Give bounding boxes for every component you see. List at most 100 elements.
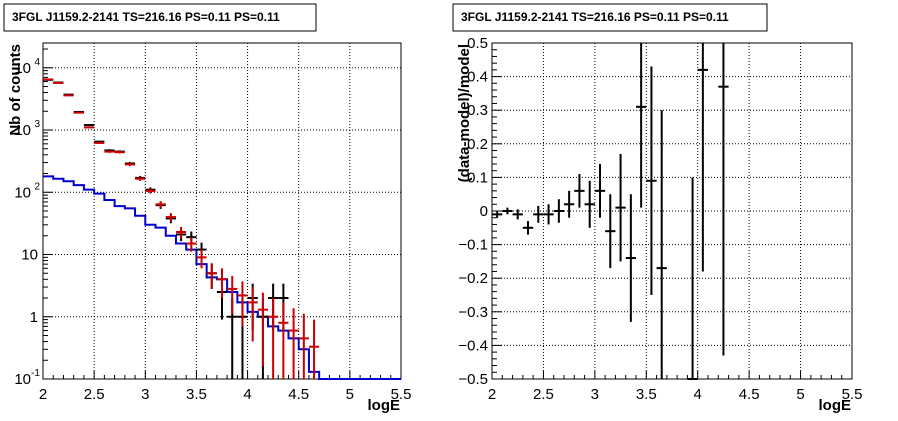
- counts-y-tick-label: 10: [14, 122, 31, 139]
- residual-point: [533, 205, 544, 223]
- residual-point: [656, 110, 667, 379]
- counts-model-point: [43, 78, 54, 81]
- counts-y-tick-exponent: 4: [34, 57, 40, 68]
- counts-model-point: [124, 162, 136, 167]
- residual-point: [564, 190, 575, 218]
- residual-point: [697, 43, 708, 272]
- residual-y-tick-label: 0.4: [467, 69, 488, 86]
- residual-point: [502, 207, 513, 215]
- counts-model-point: [288, 308, 299, 379]
- residual-y-axis-label: (data-model)/model: [456, 44, 473, 182]
- residual-x-tick-label: 4: [694, 386, 702, 403]
- counts-grid: [43, 43, 401, 379]
- residual-point: [594, 163, 606, 218]
- residual-marks: [492, 43, 729, 380]
- residual-y-tick-label: 0.1: [467, 169, 488, 186]
- residual-point: [625, 194, 636, 322]
- counts-y-axis-label: Nb of counts: [7, 44, 24, 136]
- counts-model-point: [135, 176, 146, 181]
- residual-y-tick-label: 0: [480, 203, 488, 220]
- residual-panel: 2 2.5 3 3.5 4 4.5 5 5.5 −0.5 −0.4 −0.3 −0.2 −0.1 0 0.1…: [452, 3, 862, 414]
- residual-y-tick-label: 0.5: [467, 35, 488, 52]
- residual-point: [492, 211, 503, 218]
- counts-model-point: [63, 94, 74, 97]
- residual-point: [687, 177, 698, 380]
- residual-point: [543, 204, 554, 225]
- residual-x-tick-label: 2: [488, 386, 496, 403]
- residual-point: [522, 221, 534, 235]
- residual-point: [605, 194, 616, 269]
- residual-x-tick-label: 3.5: [636, 386, 657, 403]
- counts-model-point: [237, 281, 248, 327]
- counts-marks: [43, 78, 401, 380]
- counts-model-point: [308, 319, 320, 379]
- counts-model-point: [155, 201, 166, 208]
- residual-grid: [492, 43, 852, 379]
- residual-axis-ticks: 2 2.5 3 3.5 4 4.5 5 5.5 −0.5 −0.4 −0.3 −0.2 −0.1 0 0.1…: [458, 35, 862, 403]
- counts-model-point: [268, 298, 279, 379]
- counts-plot-frame: [42, 42, 402, 380]
- residual-point: [512, 209, 523, 220]
- counts-model-point: [175, 226, 187, 239]
- counts-y-tick-label: 1: [30, 309, 38, 326]
- residual-y-tick-label: −0.1: [458, 237, 488, 254]
- counts-model-point: [104, 150, 115, 153]
- counts-data-point: [83, 124, 95, 127]
- counts-model-point: [216, 268, 228, 299]
- residual-y-tick-label: −0.3: [458, 304, 488, 321]
- counts-model-point: [186, 237, 197, 252]
- counts-x-tick-label: 5.5: [391, 386, 412, 403]
- residual-x-axis-label: logE: [819, 397, 852, 414]
- counts-model-point: [247, 287, 258, 342]
- background-model-step-line: [43, 175, 401, 380]
- counts-model-point: [227, 276, 238, 315]
- residual-point: [646, 66, 657, 295]
- counts-model-point: [94, 141, 105, 145]
- residual-y-tick-label: 0.2: [467, 136, 488, 153]
- counts-model-point: [257, 292, 269, 367]
- counts-model-point: [83, 126, 95, 129]
- counts-title: 3FGL J1159.2-2141 TS=216.16 PS=0.11 PS=0…: [12, 10, 280, 24]
- residual-point: [553, 199, 564, 223]
- counts-y-tick-label: 10: [14, 60, 31, 77]
- residual-x-tick-label: 5.5: [842, 386, 863, 403]
- residual-point: [615, 153, 626, 262]
- counts-x-tick-label: 2: [39, 386, 47, 403]
- counts-model-point: [196, 249, 207, 269]
- residual-x-tick-label: 4.5: [739, 386, 760, 403]
- residual-x-tick-label: 5: [796, 386, 804, 403]
- counts-y-tick-exponent: 3: [34, 119, 40, 130]
- residual-title-box: [452, 3, 768, 32]
- counts-y-tick-exponent: -1: [31, 368, 40, 379]
- counts-y-tick-label: 10: [21, 247, 38, 264]
- counts-y-tick-exponent: 2: [34, 181, 40, 192]
- residual-y-tick-label: −0.2: [458, 270, 488, 287]
- counts-model-point: [206, 263, 217, 289]
- residual-title: 3FGL J1159.2-2141 TS=216.16 PS=0.11 PS=0…: [461, 10, 729, 24]
- residual-x-tick-label: 2.5: [533, 386, 554, 403]
- counts-x-tick-label: 4: [243, 386, 251, 403]
- counts-x-tick-label: 3.5: [186, 386, 207, 403]
- counts-y-tick-label: 10: [14, 184, 31, 201]
- residual-point: [718, 43, 729, 356]
- residual-point: [574, 174, 585, 208]
- counts-model-point: [53, 81, 64, 84]
- counts-model-point: [298, 313, 309, 379]
- counts-x-tick-label: 5: [346, 386, 354, 403]
- residual-y-tick-label: 0.3: [467, 102, 488, 119]
- counts-model-point: [165, 213, 176, 222]
- counts-y-tick-label: 10: [14, 371, 31, 388]
- residual-y-tick-label: −0.5: [458, 371, 488, 388]
- counts-x-tick-label: 2.5: [84, 386, 105, 403]
- counts-model-point: [114, 150, 125, 154]
- residual-point: [584, 180, 595, 228]
- counts-model-point: [278, 302, 289, 379]
- residual-y-tick-label: −0.4: [458, 337, 488, 354]
- counts-model-point: [145, 188, 156, 194]
- counts-x-tick-label: 3: [141, 386, 149, 403]
- residual-point: [636, 43, 647, 208]
- counts-title-box: [3, 3, 317, 32]
